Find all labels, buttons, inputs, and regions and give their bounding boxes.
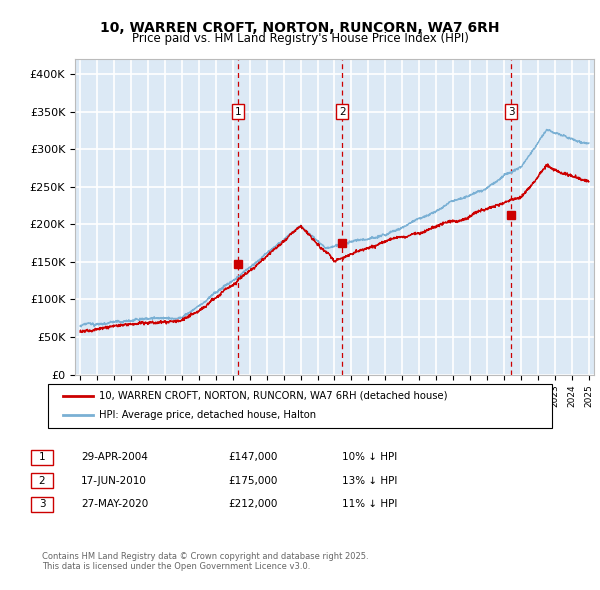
Text: £212,000: £212,000 [228,500,277,509]
Text: 10, WARREN CROFT, NORTON, RUNCORN, WA7 6RH: 10, WARREN CROFT, NORTON, RUNCORN, WA7 6… [100,21,500,35]
Text: 27-MAY-2020: 27-MAY-2020 [81,500,148,509]
Text: 10% ↓ HPI: 10% ↓ HPI [342,453,397,462]
Text: 13% ↓ HPI: 13% ↓ HPI [342,476,397,486]
Text: £147,000: £147,000 [228,453,277,462]
Text: 2: 2 [339,107,346,117]
Text: 29-APR-2004: 29-APR-2004 [81,453,148,462]
Text: Contains HM Land Registry data © Crown copyright and database right 2025.
This d: Contains HM Land Registry data © Crown c… [42,552,368,571]
Text: 17-JUN-2010: 17-JUN-2010 [81,476,147,486]
Text: 1: 1 [235,107,242,117]
Text: HPI: Average price, detached house, Halton: HPI: Average price, detached house, Halt… [99,411,316,420]
Text: 11% ↓ HPI: 11% ↓ HPI [342,500,397,509]
Text: 3: 3 [38,500,46,509]
Text: Price paid vs. HM Land Registry's House Price Index (HPI): Price paid vs. HM Land Registry's House … [131,32,469,45]
Text: 3: 3 [508,107,514,117]
Text: 2: 2 [38,476,46,486]
Text: £175,000: £175,000 [228,476,277,486]
Text: 10, WARREN CROFT, NORTON, RUNCORN, WA7 6RH (detached house): 10, WARREN CROFT, NORTON, RUNCORN, WA7 6… [99,391,448,401]
Text: 1: 1 [38,453,46,462]
